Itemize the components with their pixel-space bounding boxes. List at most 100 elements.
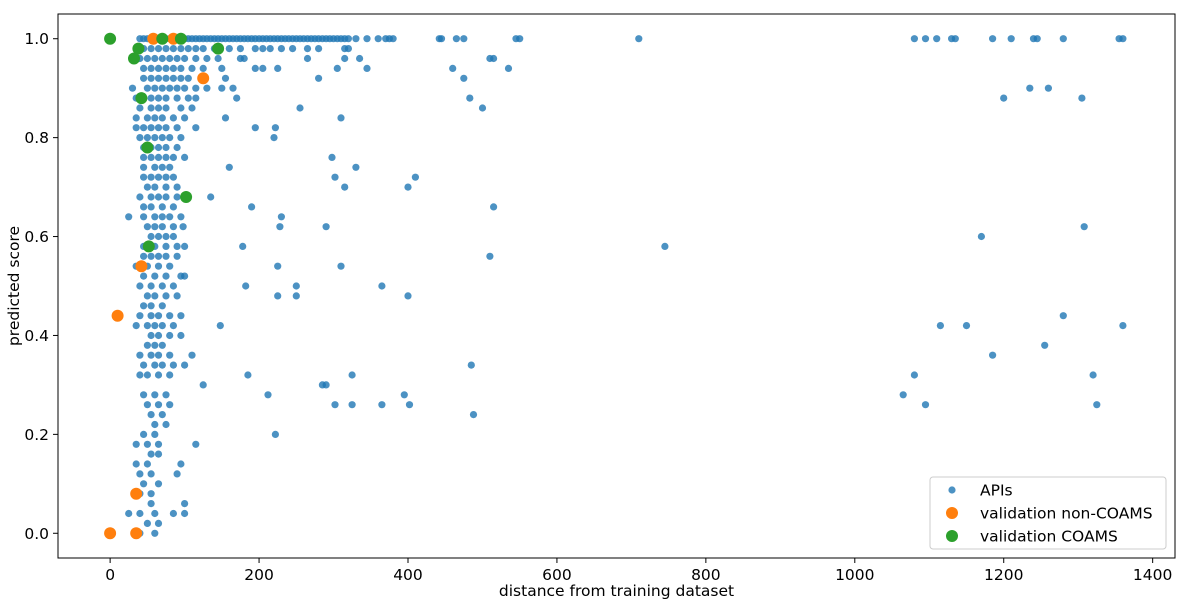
data-point-series-1 xyxy=(233,94,241,102)
data-point-series-3 xyxy=(141,141,154,154)
y-tick-label: 0.0 xyxy=(24,525,49,543)
data-point-series-1 xyxy=(166,163,174,171)
data-point-series-1 xyxy=(177,74,185,82)
data-point-series-1 xyxy=(140,391,148,399)
data-point-series-1 xyxy=(169,223,177,231)
data-point-series-1 xyxy=(989,351,997,359)
data-point-series-1 xyxy=(192,124,200,132)
data-point-series-1 xyxy=(147,302,155,310)
data-point-series-1 xyxy=(169,282,177,290)
data-point-series-1 xyxy=(177,45,185,53)
data-point-series-1 xyxy=(259,64,267,72)
data-point-series-1 xyxy=(315,74,323,82)
data-point-series-1 xyxy=(1059,35,1067,43)
data-point-series-1 xyxy=(229,84,237,92)
data-point-series-1 xyxy=(158,282,166,290)
x-tick-label: 600 xyxy=(542,566,572,584)
data-point-series-1 xyxy=(188,351,196,359)
data-point-series-1 xyxy=(184,45,192,53)
data-point-series-2 xyxy=(111,309,124,322)
data-point-series-1 xyxy=(277,213,285,221)
x-tick-label: 400 xyxy=(393,566,423,584)
data-point-series-1 xyxy=(154,331,163,340)
data-point-series-1 xyxy=(242,282,250,290)
data-point-series-1 xyxy=(516,35,524,43)
data-point-series-1 xyxy=(1119,322,1127,330)
data-point-series-1 xyxy=(136,104,144,112)
data-point-series-1 xyxy=(140,203,148,211)
data-point-series-1 xyxy=(147,104,155,112)
data-point-series-1 xyxy=(166,371,174,379)
data-point-series-1 xyxy=(331,401,339,409)
data-point-series-1 xyxy=(910,35,919,43)
data-point-series-3 xyxy=(174,32,187,45)
data-point-series-1 xyxy=(181,54,189,63)
data-point-series-1 xyxy=(1080,223,1088,231)
data-point-series-1 xyxy=(635,35,643,43)
data-point-series-1 xyxy=(173,292,181,300)
data-point-series-1 xyxy=(151,361,159,369)
data-point-series-1 xyxy=(140,430,148,438)
data-point-series-1 xyxy=(218,64,226,72)
data-point-series-1 xyxy=(151,420,159,429)
data-point-series-1 xyxy=(341,183,349,191)
data-point-series-1 xyxy=(216,322,224,330)
data-point-series-1 xyxy=(389,35,397,43)
legend-label: validation non-COAMS xyxy=(980,505,1153,523)
data-point-series-1 xyxy=(179,223,187,231)
data-point-series-1 xyxy=(192,84,200,92)
data-point-series-1 xyxy=(125,213,133,221)
data-point-series-1 xyxy=(352,163,360,171)
data-point-series-1 xyxy=(162,104,170,112)
data-point-series-1 xyxy=(166,54,174,63)
data-point-series-1 xyxy=(169,173,177,181)
data-point-series-1 xyxy=(271,430,279,438)
data-point-series-1 xyxy=(337,262,345,270)
data-point-series-1 xyxy=(154,401,163,409)
plot-frame xyxy=(57,13,1176,559)
data-point-series-1 xyxy=(140,272,148,280)
data-point-series-1 xyxy=(169,509,177,518)
data-point-series-1 xyxy=(154,193,163,201)
x-tick-label: 1200 xyxy=(984,566,1023,584)
data-point-series-1 xyxy=(132,124,140,132)
data-point-series-1 xyxy=(147,331,155,340)
data-point-series-1 xyxy=(169,232,177,241)
data-point-series-1 xyxy=(147,411,155,419)
data-point-series-1 xyxy=(154,104,163,112)
data-point-series-1 xyxy=(1059,312,1067,320)
data-point-series-3 xyxy=(156,32,169,45)
data-point-series-1 xyxy=(251,64,259,72)
data-point-series-1 xyxy=(449,64,457,72)
data-point-series-1 xyxy=(158,84,166,92)
data-point-series-1 xyxy=(162,272,170,280)
data-point-series-1 xyxy=(136,470,144,478)
data-point-series-1 xyxy=(136,282,144,290)
data-point-series-1 xyxy=(151,509,159,518)
data-point-series-1 xyxy=(203,54,211,63)
data-point-series-1 xyxy=(188,64,196,72)
data-point-series-1 xyxy=(162,45,170,53)
data-point-series-1 xyxy=(331,173,339,181)
data-point-series-1 xyxy=(236,45,244,53)
data-point-series-1 xyxy=(240,54,248,63)
data-point-series-1 xyxy=(140,173,148,181)
data-point-series-1 xyxy=(177,331,185,340)
data-point-series-1 xyxy=(151,163,159,171)
data-point-series-1 xyxy=(181,361,189,369)
data-point-series-1 xyxy=(140,213,148,221)
data-point-series-1 xyxy=(154,143,163,152)
data-point-series-1 xyxy=(177,104,185,112)
data-point-series-1 xyxy=(437,35,446,43)
data-point-series-1 xyxy=(162,232,170,241)
data-point-series-1 xyxy=(169,45,177,53)
data-point-series-1 xyxy=(147,203,155,211)
data-point-series-1 xyxy=(136,312,144,320)
data-point-series-1 xyxy=(154,173,163,181)
data-point-series-1 xyxy=(166,134,174,142)
data-point-series-1 xyxy=(173,193,181,201)
data-point-series-1 xyxy=(277,45,285,53)
data-point-series-1 xyxy=(143,54,151,63)
data-point-series-1 xyxy=(173,143,181,152)
data-point-series-1 xyxy=(467,361,475,369)
